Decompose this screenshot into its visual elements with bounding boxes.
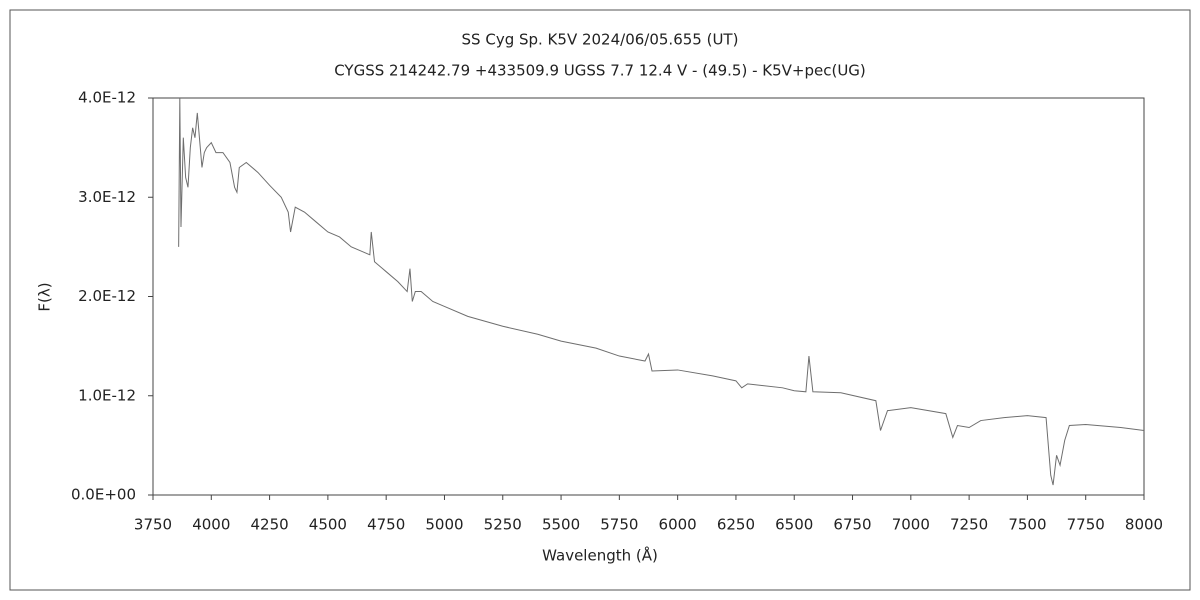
x-tick-label: 7750 (1067, 516, 1105, 534)
x-tick-label: 4250 (250, 516, 288, 534)
plot-area (152, 97, 1145, 496)
chart-frame (9, 9, 1191, 591)
chart-subtitle: CYGSS 214242.79 +433509.9 UGSS 7.7 12.4 … (334, 62, 866, 80)
x-tick-label: 7000 (892, 516, 930, 534)
y-tick-label: 3.0E-12 (78, 188, 136, 206)
x-axis-label: Wavelength (Å) (542, 546, 658, 565)
y-tick-label: 1.0E-12 (78, 386, 136, 404)
y-tick-label: 2.0E-12 (78, 287, 136, 305)
x-tick-label: 6000 (659, 516, 697, 534)
x-tick-label: 7500 (1008, 516, 1046, 534)
y-axis-label: F(λ) (36, 282, 54, 311)
x-tick-label: 7250 (950, 516, 988, 534)
x-tick-label: 5250 (484, 516, 522, 534)
x-tick-label: 4500 (309, 516, 347, 534)
x-tick-label: 5750 (600, 516, 638, 534)
chart-title: SS Cyg Sp. K5V 2024/06/05.655 (UT) (462, 31, 739, 49)
y-tick-label: 0.0E+00 (71, 486, 136, 504)
x-tick-label: 8000 (1125, 516, 1163, 534)
y-tick-label: 4.0E-12 (78, 89, 136, 107)
x-tick-label: 5500 (542, 516, 580, 534)
x-tick-label: 4000 (192, 516, 230, 534)
x-tick-label: 3750 (134, 516, 172, 534)
x-tick-label: 6750 (833, 516, 871, 534)
x-tick-label: 4750 (367, 516, 405, 534)
x-tick-label: 6500 (775, 516, 813, 534)
spectrum-line (178, 97, 1145, 486)
x-tick-label: 5000 (425, 516, 463, 534)
x-tick-label: 6250 (717, 516, 755, 534)
